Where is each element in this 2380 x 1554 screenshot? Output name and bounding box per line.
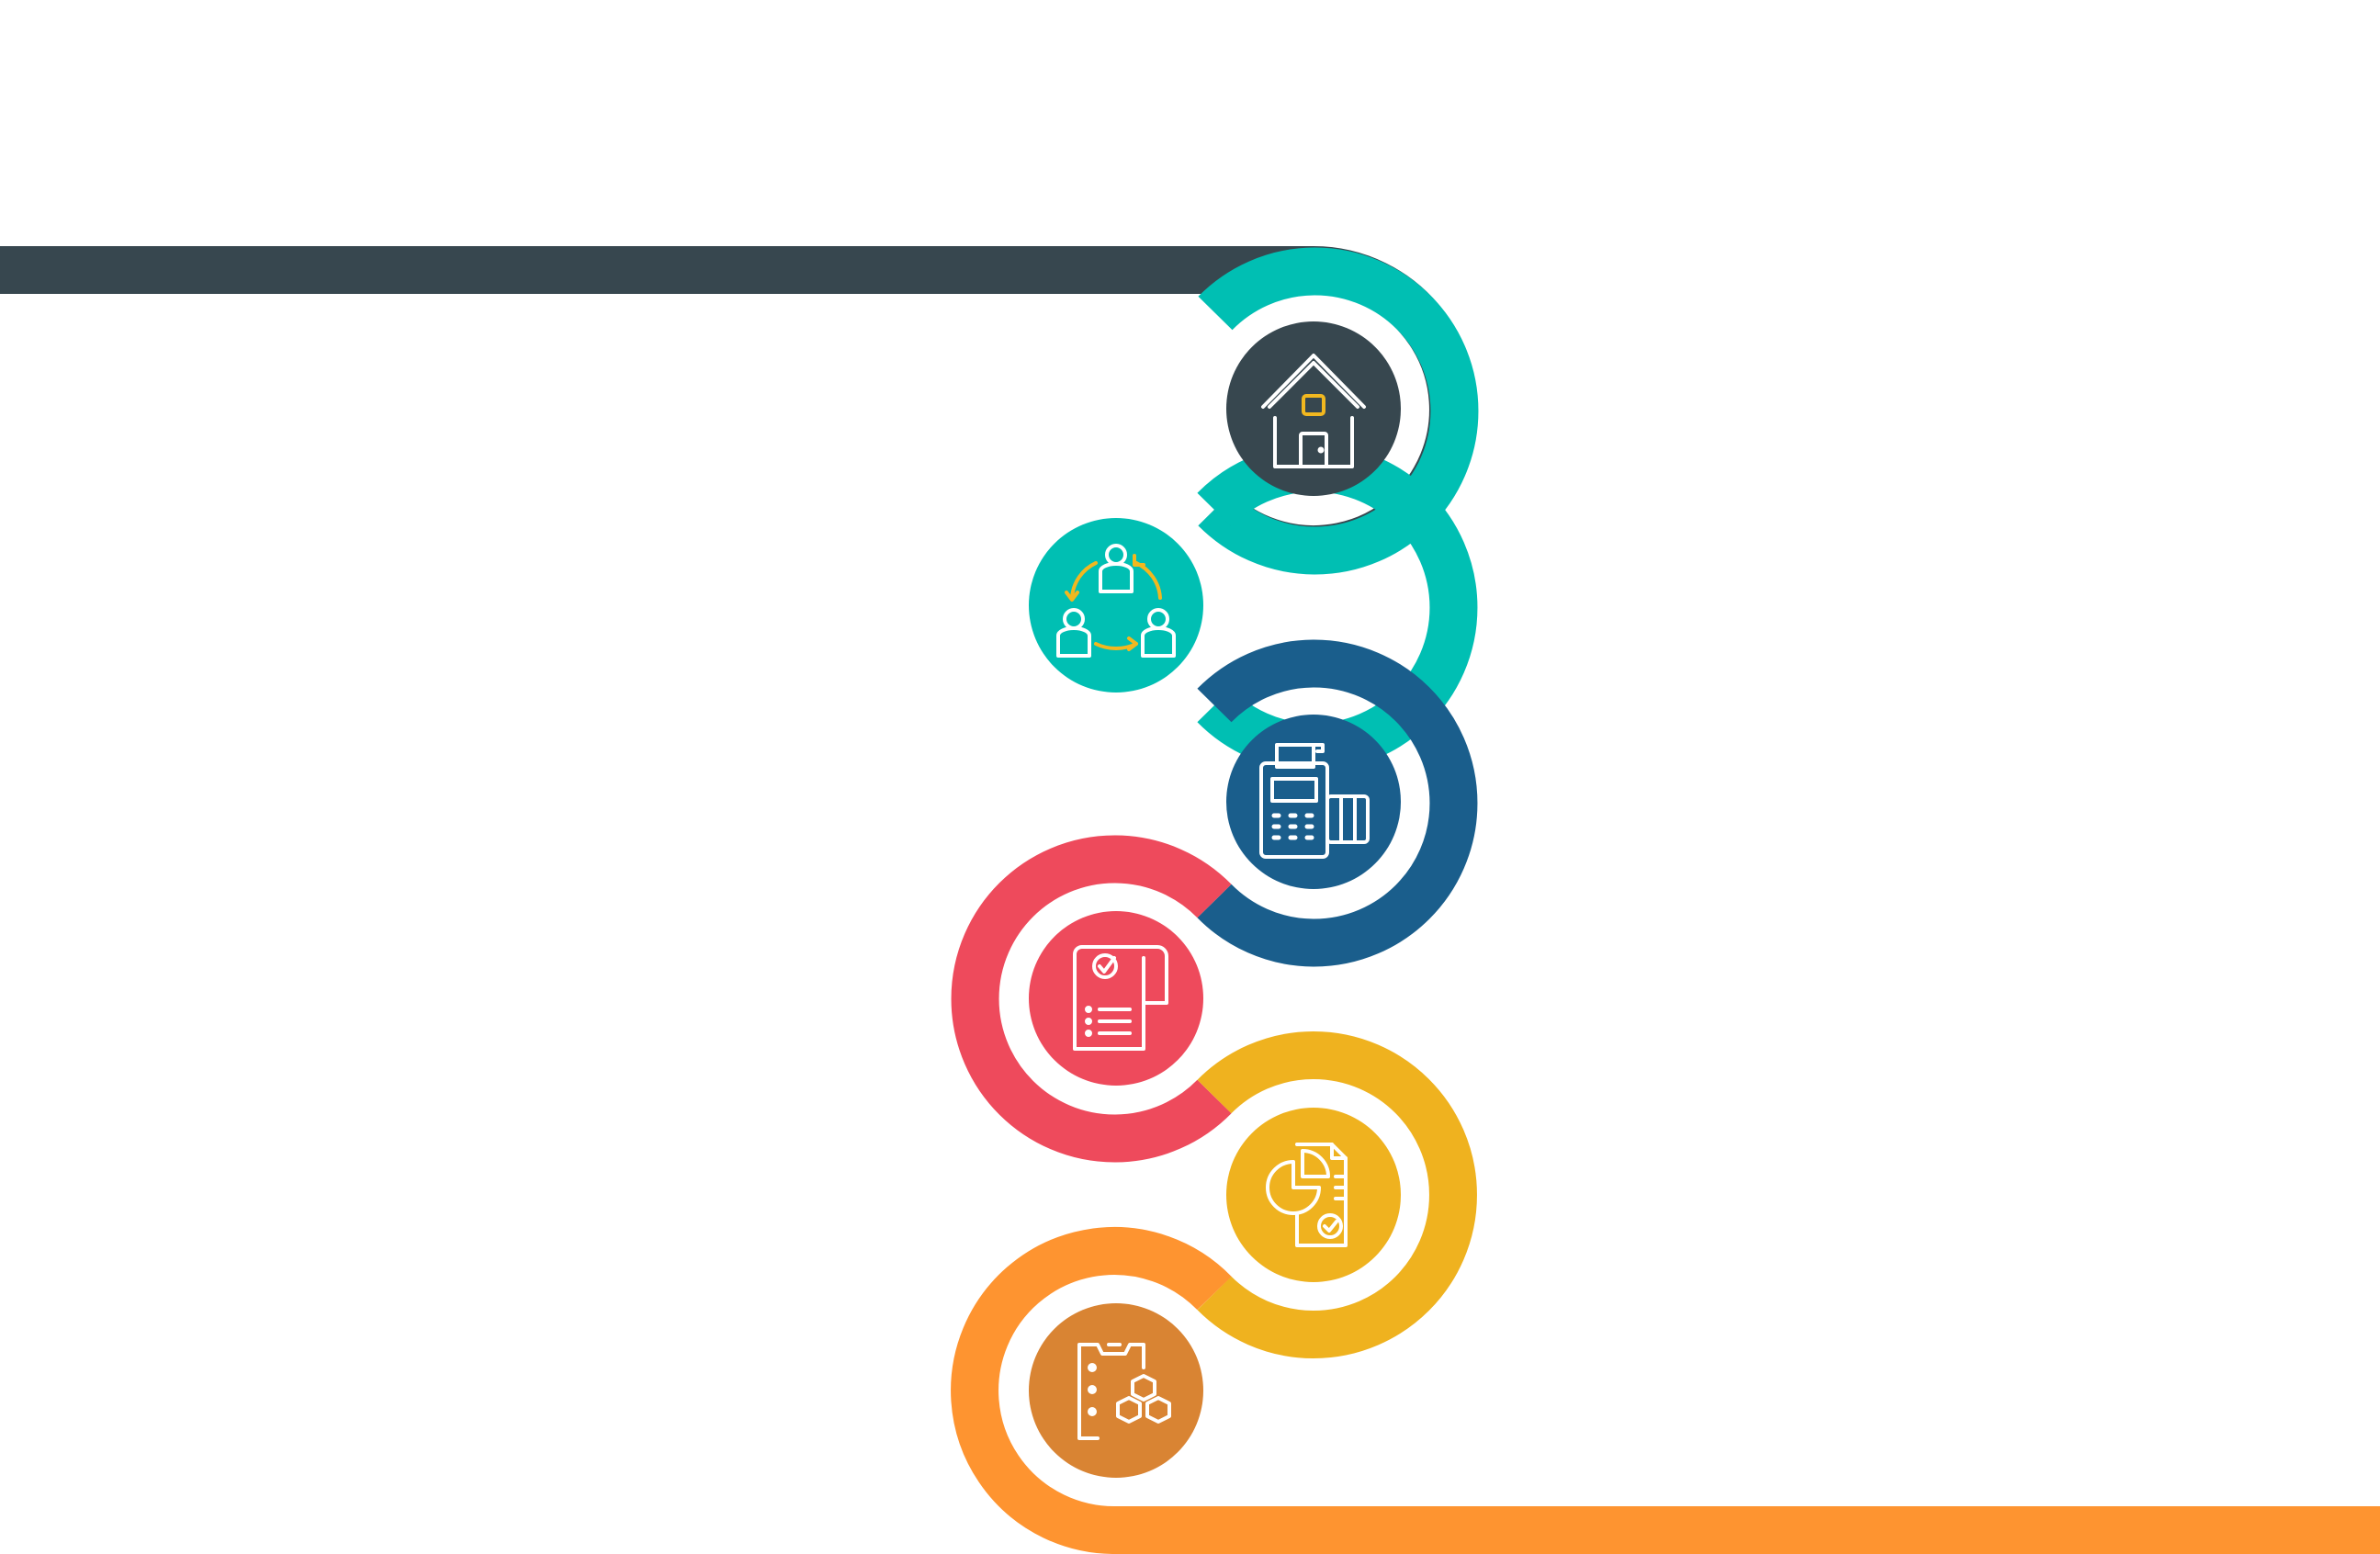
path-segment-checklist <box>951 835 1232 1163</box>
node-disc-team <box>1029 518 1203 693</box>
checklist-document-icon <box>1073 945 1168 1051</box>
payment-terminal-icon <box>1259 743 1370 859</box>
path-segment-payment <box>1197 639 1478 967</box>
chart-report-icon <box>1266 1143 1348 1247</box>
house-icon <box>1261 354 1366 468</box>
node-disc-checklist <box>1029 911 1203 1086</box>
node-disc-report <box>1226 1108 1401 1282</box>
node-disc-inventory <box>1029 1303 1203 1478</box>
node-disc-house <box>1226 321 1401 496</box>
step-nodes <box>1029 321 1401 1478</box>
path-segment-inventory <box>951 1227 2380 1554</box>
winding-path <box>0 246 2380 1554</box>
path-segment-report <box>1197 1031 1477 1358</box>
inventory-boxes-icon <box>1077 1343 1171 1440</box>
team-rotation-icon <box>1056 544 1176 658</box>
